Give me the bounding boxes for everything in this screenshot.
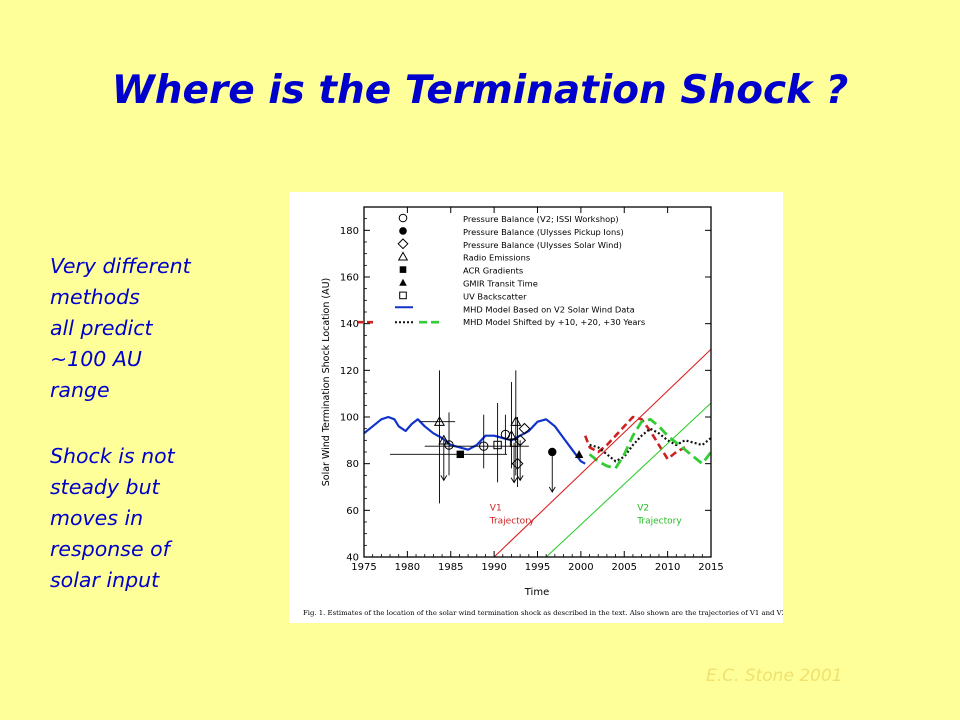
y-tick-label: 40: [346, 553, 359, 564]
legend-label: Pressure Balance (Ulysses Pickup Ions): [463, 227, 624, 237]
series-line: [583, 415, 686, 461]
series-line: [493, 348, 711, 557]
marker-filled-circle: [399, 227, 407, 235]
marker-open-triangle: [438, 434, 450, 445]
note-line: steady but: [50, 475, 160, 499]
marker-open-diamond: [397, 238, 409, 250]
x-tick-label: 1985: [438, 562, 463, 573]
upper-limit-arrow: [548, 486, 556, 493]
marker-open-triangle: [397, 251, 409, 261]
x-tick-label: 1990: [481, 562, 506, 573]
marker-open-triangle: [433, 415, 446, 426]
x-tick-label: 1995: [525, 562, 550, 573]
x-tick-label: 2015: [698, 562, 723, 573]
x-tick-label: 2000: [568, 562, 593, 573]
y-axis-title: Solar Wind Termination Shock Location (A…: [321, 278, 332, 487]
marker-filled-square: [399, 266, 407, 273]
y-tick-label: 80: [346, 459, 359, 470]
legend-label: ACR Gradients: [463, 266, 523, 276]
x-tick-label: 2005: [612, 562, 637, 573]
y-tick-label: 60: [346, 506, 359, 517]
marker-open-square: [399, 291, 407, 300]
marker-filled-triangle: [574, 450, 584, 459]
x-tick-label: 2010: [655, 562, 680, 573]
y-tick-label: 120: [340, 366, 359, 377]
note-line: ~100 AU: [50, 347, 142, 371]
legend-label: Pressure Balance (Ulysses Solar Wind): [463, 240, 622, 250]
legend-label: Pressure Balance (V2; ISSI Workshop): [463, 214, 619, 224]
marker-open-square: [493, 440, 502, 450]
legend-label: UV Backscatter: [463, 291, 527, 301]
slide-title: Where is the Termination Shock ?: [111, 68, 849, 113]
figure-panel: V1 Trajectory V2 Trajectory 1975 1980 1985 199…: [289, 192, 783, 623]
upper-limit-arrow: [440, 475, 448, 482]
marker-filled-square: [456, 450, 464, 459]
termination-shock-chart: V1 Trajectory V2 Trajectory 1975 1980 1985 199…: [289, 192, 783, 623]
y-tick-label: 180: [340, 226, 359, 237]
x-axis-title: Time: [524, 587, 549, 598]
marker-open-circle: [479, 441, 489, 451]
trajectory-label-v1: V1: [490, 503, 502, 513]
credit-text: E.C. Stone 2001: [706, 666, 843, 686]
marker-filled-triangle: [399, 278, 407, 286]
note-shock-motion: Shock is not steady but moves in respons…: [50, 441, 270, 596]
y-tick-label: 100: [340, 413, 359, 424]
legend-label: GMIR Transit Time: [463, 279, 538, 289]
series-line: [364, 415, 586, 465]
marker-open-triangle: [510, 415, 522, 426]
note-line: solar input: [50, 568, 160, 592]
x-tick-label: 1975: [351, 562, 376, 573]
trajectory-label-v2: Trajectory: [636, 516, 682, 526]
note-line: Shock is not: [50, 444, 175, 468]
note-line: range: [50, 378, 110, 402]
series-line: [545, 402, 711, 557]
y-tick-label: 140: [340, 319, 359, 330]
figure-caption: Fig. 1. Estimates of the location of the…: [303, 609, 783, 617]
upper-limit-arrow: [516, 475, 524, 482]
marker-open-circle: [444, 440, 454, 450]
plot-area: [364, 348, 711, 557]
series-line: [589, 427, 711, 463]
y-tick-label: 160: [340, 273, 359, 284]
note-line: response of: [50, 537, 170, 561]
marker-open-diamond: [514, 434, 527, 447]
marker-open-diamond: [518, 422, 531, 435]
note-line: moves in: [50, 506, 144, 530]
legend-label: Radio Emissions: [463, 253, 530, 263]
trajectory-label-v2: V2: [637, 503, 649, 513]
legend-label: MHD Model Shifted by +10, +20, +30 Years: [463, 317, 645, 327]
marker-open-circle: [398, 213, 408, 223]
series-line: [588, 417, 711, 470]
marker-open-diamond: [511, 457, 524, 470]
note-line: Very different: [50, 254, 191, 278]
trajectory-label-v1: Trajectory: [489, 516, 535, 526]
x-tick-label: 1980: [395, 562, 420, 573]
upper-limit-arrow: [510, 477, 518, 484]
note-line: methods: [50, 285, 140, 309]
legend-label: MHD Model Based on V2 Solar Wind Data: [463, 304, 635, 314]
note-line: all predict: [50, 316, 153, 340]
marker-filled-circle: [548, 447, 557, 457]
note-methods: Very different methods all predict ~100 …: [50, 251, 270, 406]
